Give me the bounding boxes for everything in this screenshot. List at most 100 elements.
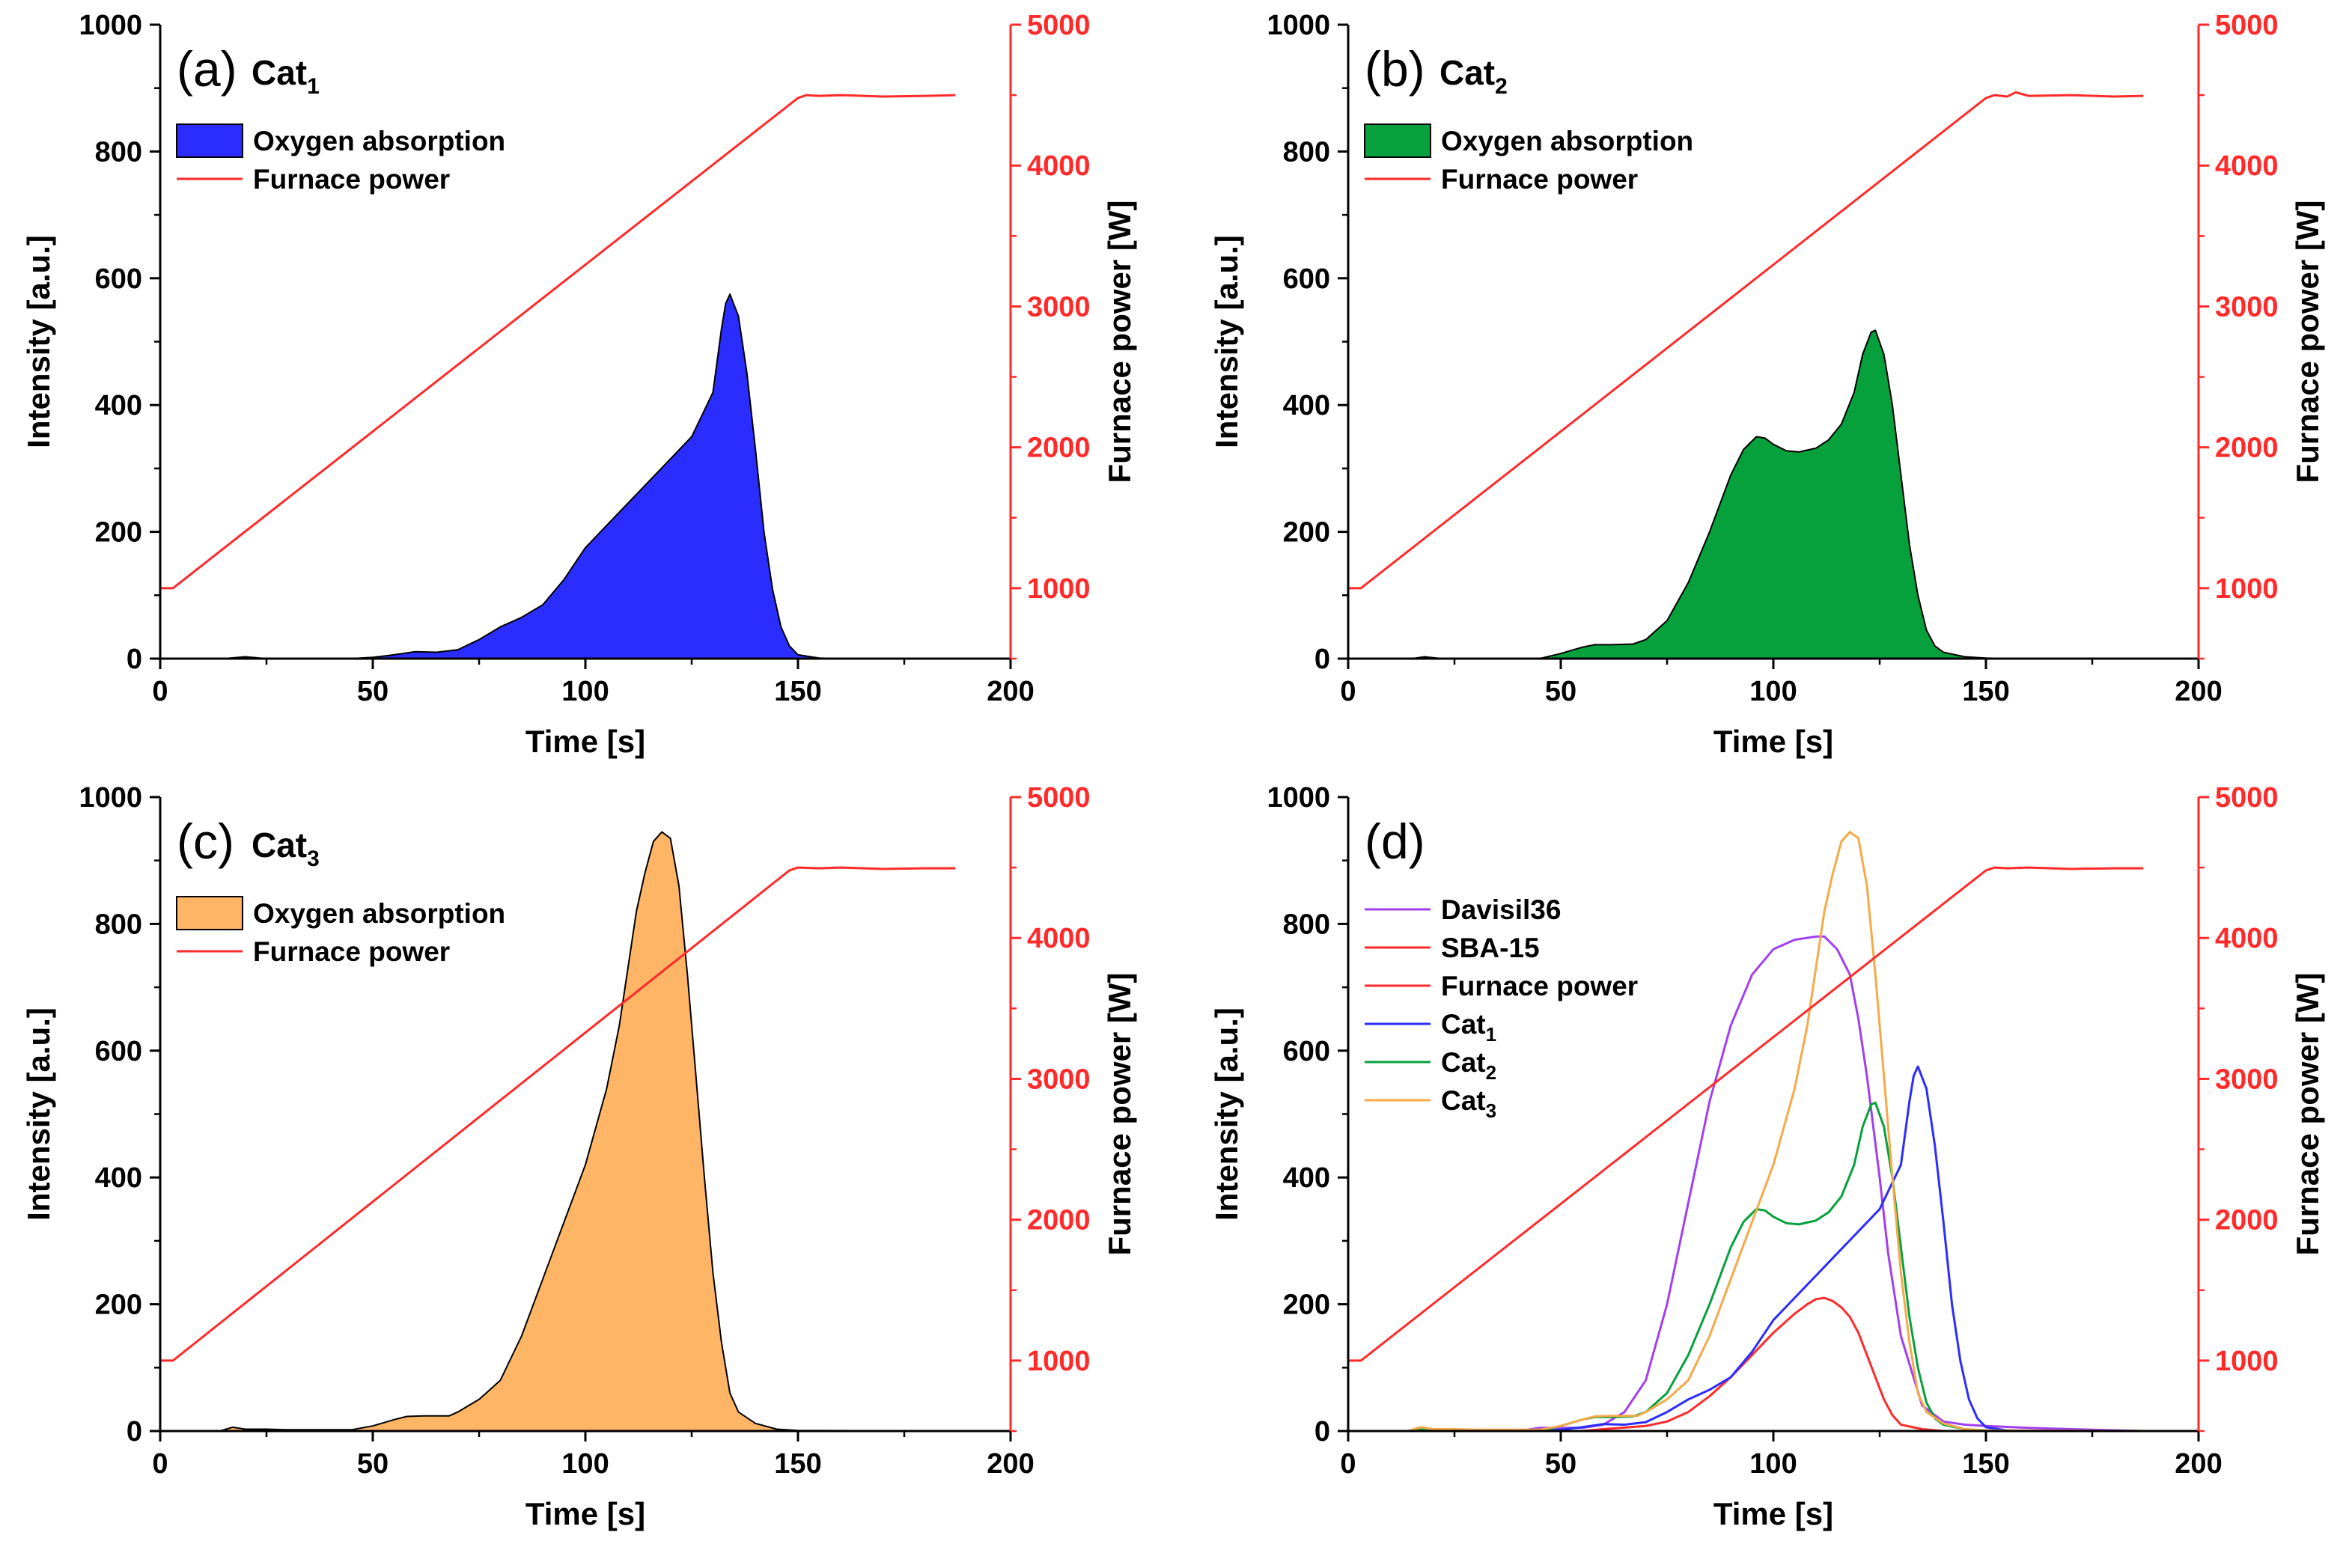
y2-axis-title: Furnace power [W] <box>1102 972 1137 1255</box>
y-tick-label: 200 <box>1283 1290 1330 1321</box>
y-axis-title: Intensity [a.u.] <box>1209 235 1244 448</box>
y2-axis-title: Furnace power [W] <box>2290 972 2325 1255</box>
x-tick-label: 0 <box>152 1448 168 1480</box>
y-tick-label: 1000 <box>79 10 142 41</box>
panel-d: 0 50 100 150 2000200400600800100010002000300… <box>1209 782 2325 1531</box>
y-tick-label: 0 <box>127 644 142 675</box>
series-cat2-line <box>1348 1101 2144 1433</box>
series-sba-15-line <box>1348 1296 2144 1433</box>
legend-label: Furnace power <box>1441 164 1638 195</box>
x-tick-label: 0 <box>1340 676 1356 707</box>
y-tick-label: 1000 <box>79 782 142 814</box>
y2-tick-label: 1000 <box>1027 573 1091 605</box>
x-tick-label: 100 <box>1749 676 1797 707</box>
legend-swatch <box>1364 123 1431 158</box>
y-tick-label: 600 <box>1283 1036 1330 1067</box>
y-tick-label: 800 <box>1283 136 1330 168</box>
series-furnace-power-line <box>160 94 956 590</box>
series-furnace-power-line <box>160 866 956 1362</box>
legend-label: Cat2 <box>1441 1047 1496 1084</box>
x-tick-label: 150 <box>774 676 821 707</box>
panel-catalyst-label: Cat3 <box>252 826 320 871</box>
legend-label-text: Cat <box>1441 1009 1486 1040</box>
legend-label: SBA-15 <box>1441 933 1540 963</box>
y-tick-label: 1000 <box>1267 782 1330 814</box>
x-tick-label: 150 <box>774 1448 821 1480</box>
legend-swatch <box>176 123 243 158</box>
legend-label: Furnace power <box>1441 971 1638 1001</box>
series-cat3-line <box>1348 831 2144 1433</box>
legend-label-text: Furnace power <box>1441 164 1638 195</box>
legend: Oxygen absorption Furnace power <box>1364 123 1693 195</box>
panel-label: (b) <box>1365 41 1425 97</box>
y2-tick-label: 4000 <box>1027 923 1091 954</box>
series-oxygen-absorption-area <box>159 831 957 1432</box>
x-axis-title: Time [s] <box>1713 724 1833 759</box>
y2-tick-label: 5000 <box>2215 782 2279 814</box>
panel-catalyst-name: Cat <box>1439 53 1495 92</box>
y-tick-label: 600 <box>1283 263 1330 295</box>
legend-label: Oxygen absorption <box>253 898 505 929</box>
panel-catalyst-name: Cat <box>252 53 307 92</box>
y2-tick-label: 2000 <box>1027 1205 1091 1236</box>
panel-catalyst-name: Cat <box>252 826 307 864</box>
y-tick-label: 1000 <box>1267 10 1330 41</box>
y-tick-label: 200 <box>95 1290 142 1321</box>
y2-axis-title: Furnace power [W] <box>1102 200 1137 483</box>
legend-label: Furnace power <box>253 936 450 967</box>
y-tick-label: 600 <box>95 1036 142 1067</box>
x-tick-label: 200 <box>987 676 1034 707</box>
panel-label: (c) <box>177 814 234 869</box>
y-tick-label: 200 <box>1283 517 1330 549</box>
y2-tick-label: 1000 <box>2215 1346 2279 1377</box>
y-tick-label: 600 <box>95 263 142 295</box>
legend-label: Oxygen absorption <box>1441 126 1693 156</box>
y-tick-label: 800 <box>95 909 142 940</box>
x-tick-label: 200 <box>2175 1448 2222 1480</box>
series-cat1-line <box>1348 1065 2144 1433</box>
series-oxygen-absorption-area <box>159 293 957 659</box>
y2-tick-label: 3000 <box>2215 1064 2279 1095</box>
y-tick-label: 200 <box>95 517 142 549</box>
panel-catalyst-label: Cat2 <box>1439 53 1508 99</box>
panel-catalyst-subscript: 2 <box>1495 74 1508 99</box>
y2-tick-label: 5000 <box>1027 782 1091 814</box>
y-axis-title: Intensity [a.u.] <box>21 1007 56 1221</box>
y2-tick-label: 4000 <box>2215 923 2279 954</box>
y2-tick-label: 3000 <box>1027 1064 1091 1095</box>
legend-label-text: Cat <box>1441 1085 1486 1116</box>
y-axis-title: Intensity [a.u.] <box>1209 1007 1244 1221</box>
x-tick-label: 100 <box>561 1448 609 1480</box>
y2-tick-label: 3000 <box>1027 291 1091 323</box>
legend-label-text: Furnace power <box>253 936 450 967</box>
panel-catalyst-subscript: 1 <box>307 74 320 99</box>
x-tick-label: 150 <box>1962 1448 2009 1480</box>
legend-label: Furnace power <box>253 164 450 195</box>
y-tick-label: 800 <box>95 136 142 168</box>
series-furnace-power-line <box>1348 91 2144 590</box>
panel-label: (a) <box>177 41 237 97</box>
legend: Oxygen absorption Furnace power <box>176 896 505 967</box>
legend-label-text: Davisil36 <box>1441 894 1561 925</box>
y-tick-label: 800 <box>1283 909 1330 940</box>
legend-label-text: Oxygen absorption <box>1441 126 1693 156</box>
legend-label-text: Furnace power <box>1441 971 1638 1001</box>
panel-catalyst-label: Cat1 <box>252 53 320 99</box>
legend-label: Davisil36 <box>1441 894 1561 925</box>
y-tick-label: 400 <box>1283 1162 1330 1194</box>
x-tick-label: 100 <box>561 676 609 707</box>
y-axis-title: Intensity [a.u.] <box>21 235 56 448</box>
x-axis-title: Time [s] <box>1713 1496 1833 1531</box>
legend-label: Cat3 <box>1441 1085 1496 1122</box>
x-tick-label: 50 <box>1545 676 1576 707</box>
series-furnace-power-line <box>1348 866 2144 1362</box>
legend-label-text: Furnace power <box>253 164 450 195</box>
x-tick-label: 0 <box>1340 1448 1356 1480</box>
legend-label-text: Oxygen absorption <box>253 898 505 929</box>
x-tick-label: 100 <box>1749 1448 1797 1480</box>
y2-tick-label: 5000 <box>1027 10 1091 41</box>
y-tick-label: 0 <box>127 1416 142 1447</box>
x-tick-label: 200 <box>2175 676 2222 707</box>
y2-tick-label: 1000 <box>2215 573 2279 605</box>
y2-axis-title: Furnace power [W] <box>2290 200 2325 483</box>
